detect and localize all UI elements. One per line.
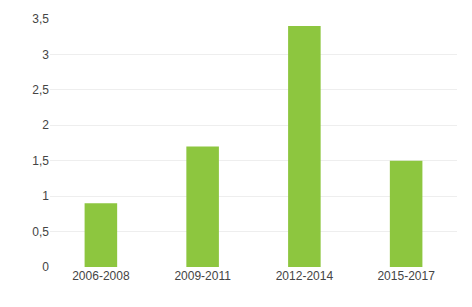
svg-text:0: 0 (42, 260, 49, 274)
svg-text:2009-2011: 2009-2011 (174, 269, 231, 283)
svg-text:1,5: 1,5 (32, 154, 49, 168)
svg-text:2012-2014: 2012-2014 (276, 269, 334, 283)
svg-text:2015-2017: 2015-2017 (377, 269, 435, 283)
svg-text:3: 3 (42, 48, 49, 62)
svg-text:0,5: 0,5 (32, 225, 49, 239)
svg-text:2006-2008: 2006-2008 (72, 269, 130, 283)
svg-text:2,5: 2,5 (32, 83, 49, 97)
svg-text:1: 1 (42, 189, 49, 203)
svg-text:3,5: 3,5 (32, 12, 49, 26)
svg-text:2: 2 (42, 118, 49, 132)
